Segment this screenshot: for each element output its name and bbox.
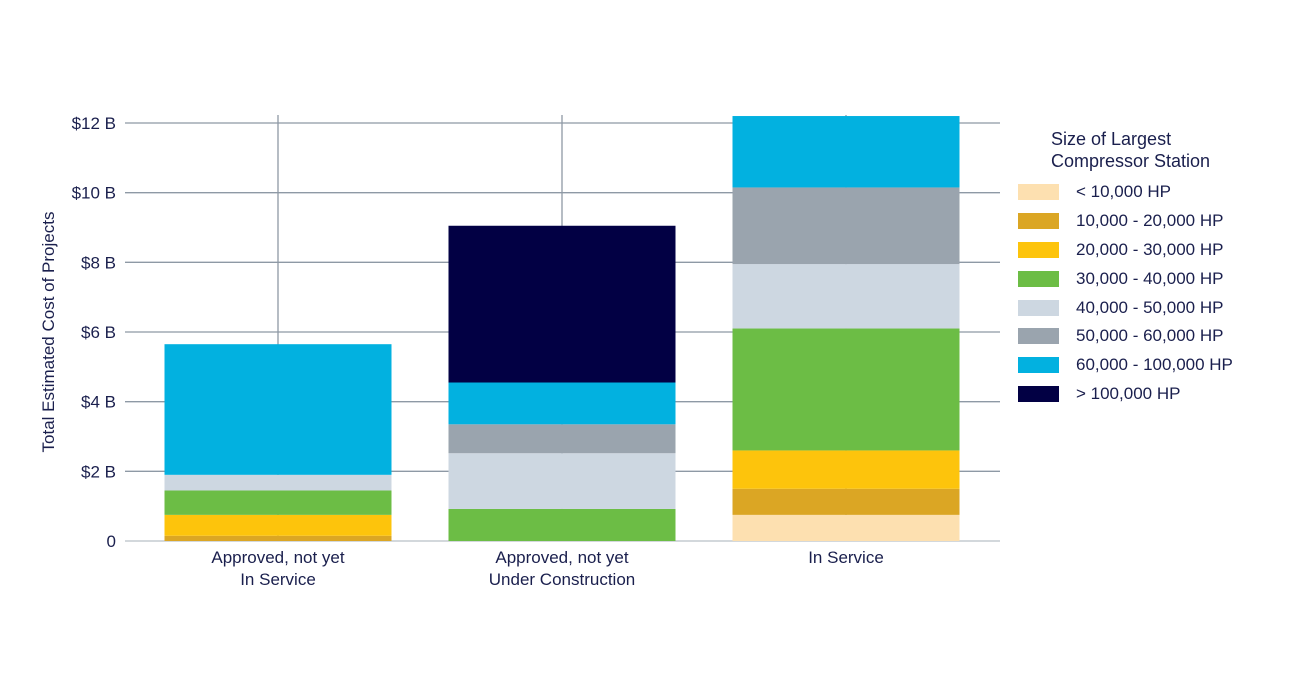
y-tick-label: $4 B — [81, 393, 116, 412]
legend: Size of Largest Compressor Station < 10,… — [1018, 128, 1288, 408]
legend-label: 50,000 - 60,000 HP — [1076, 326, 1224, 346]
x-tick-label: Approved, not yet — [211, 548, 345, 567]
x-tick-label: In Service — [808, 548, 884, 567]
y-tick-label: $8 B — [81, 253, 116, 272]
bar-segment — [164, 514, 392, 536]
y-tick-label: $6 B — [81, 323, 116, 342]
legend-item: 50,000 - 60,000 HP — [1018, 322, 1288, 351]
bar-segment — [732, 328, 960, 451]
legend-title: Size of Largest Compressor Station — [1051, 128, 1288, 172]
legend-title-line-1: Size of Largest — [1051, 129, 1172, 149]
legend-label: 10,000 - 20,000 HP — [1076, 211, 1224, 231]
bar-segment — [732, 514, 960, 541]
bar-segment — [732, 450, 960, 489]
x-tick-label: Approved, not yet — [495, 548, 629, 567]
x-tick-label: Under Construction — [489, 570, 635, 589]
legend-label: 20,000 - 30,000 HP — [1076, 239, 1224, 259]
bar-segment — [732, 116, 960, 188]
y-tick-label: $10 B — [72, 184, 116, 203]
bar-segment — [448, 508, 676, 541]
bar-layer — [164, 116, 960, 541]
bar-segment — [164, 535, 392, 541]
legend-swatch — [1018, 357, 1059, 374]
y-tick-label: 0 — [107, 532, 116, 551]
legend-item: 30,000 - 40,000 HP — [1018, 264, 1288, 293]
legend-label: 30,000 - 40,000 HP — [1076, 268, 1224, 288]
y-tick-label: $2 B — [81, 462, 116, 481]
legend-swatch — [1018, 385, 1059, 402]
bar-segment — [732, 264, 960, 329]
bar-segment — [448, 424, 676, 454]
legend-title-line-2: Compressor Station — [1051, 151, 1211, 171]
legend-label: 40,000 - 50,000 HP — [1076, 297, 1224, 317]
bar-segment — [164, 474, 392, 491]
legend-label: > 100,000 HP — [1076, 383, 1181, 403]
bar-segment — [164, 344, 392, 475]
legend-label: 60,000 - 100,000 HP — [1076, 355, 1233, 375]
bar-segment — [164, 490, 392, 515]
legend-item: 20,000 - 30,000 HP — [1018, 236, 1288, 265]
bar-segment — [448, 453, 676, 509]
bar-segment — [732, 187, 960, 265]
legend-item: < 10,000 HP — [1018, 178, 1288, 207]
legend-swatch — [1018, 184, 1059, 201]
y-axis-title: Total Estimated Cost of Projects — [39, 212, 58, 453]
legend-item: 40,000 - 50,000 HP — [1018, 293, 1288, 322]
axis-layer: 0 $2 B $4 B $6 B $8 B $10 B $12 B Approved, not… — [72, 114, 884, 589]
legend-swatch — [1018, 328, 1059, 345]
y-tick-label: $12 B — [72, 114, 116, 133]
legend-item: 10,000 - 20,000 HP — [1018, 207, 1288, 236]
legend-item: > 100,000 HP — [1018, 380, 1288, 409]
legend-swatch — [1018, 270, 1059, 287]
legend-swatch — [1018, 213, 1059, 230]
bar-segment — [448, 225, 676, 383]
legend-item: 60,000 - 100,000 HP — [1018, 351, 1288, 380]
legend-label: < 10,000 HP — [1076, 182, 1171, 202]
x-tick-label: In Service — [240, 570, 316, 589]
legend-swatch — [1018, 241, 1059, 258]
legend-swatch — [1018, 299, 1059, 316]
legend-items: < 10,000 HP 10,000 - 20,000 HP 20,000 - 30… — [1018, 178, 1288, 408]
bar-segment — [732, 488, 960, 515]
bar-segment — [448, 382, 676, 425]
